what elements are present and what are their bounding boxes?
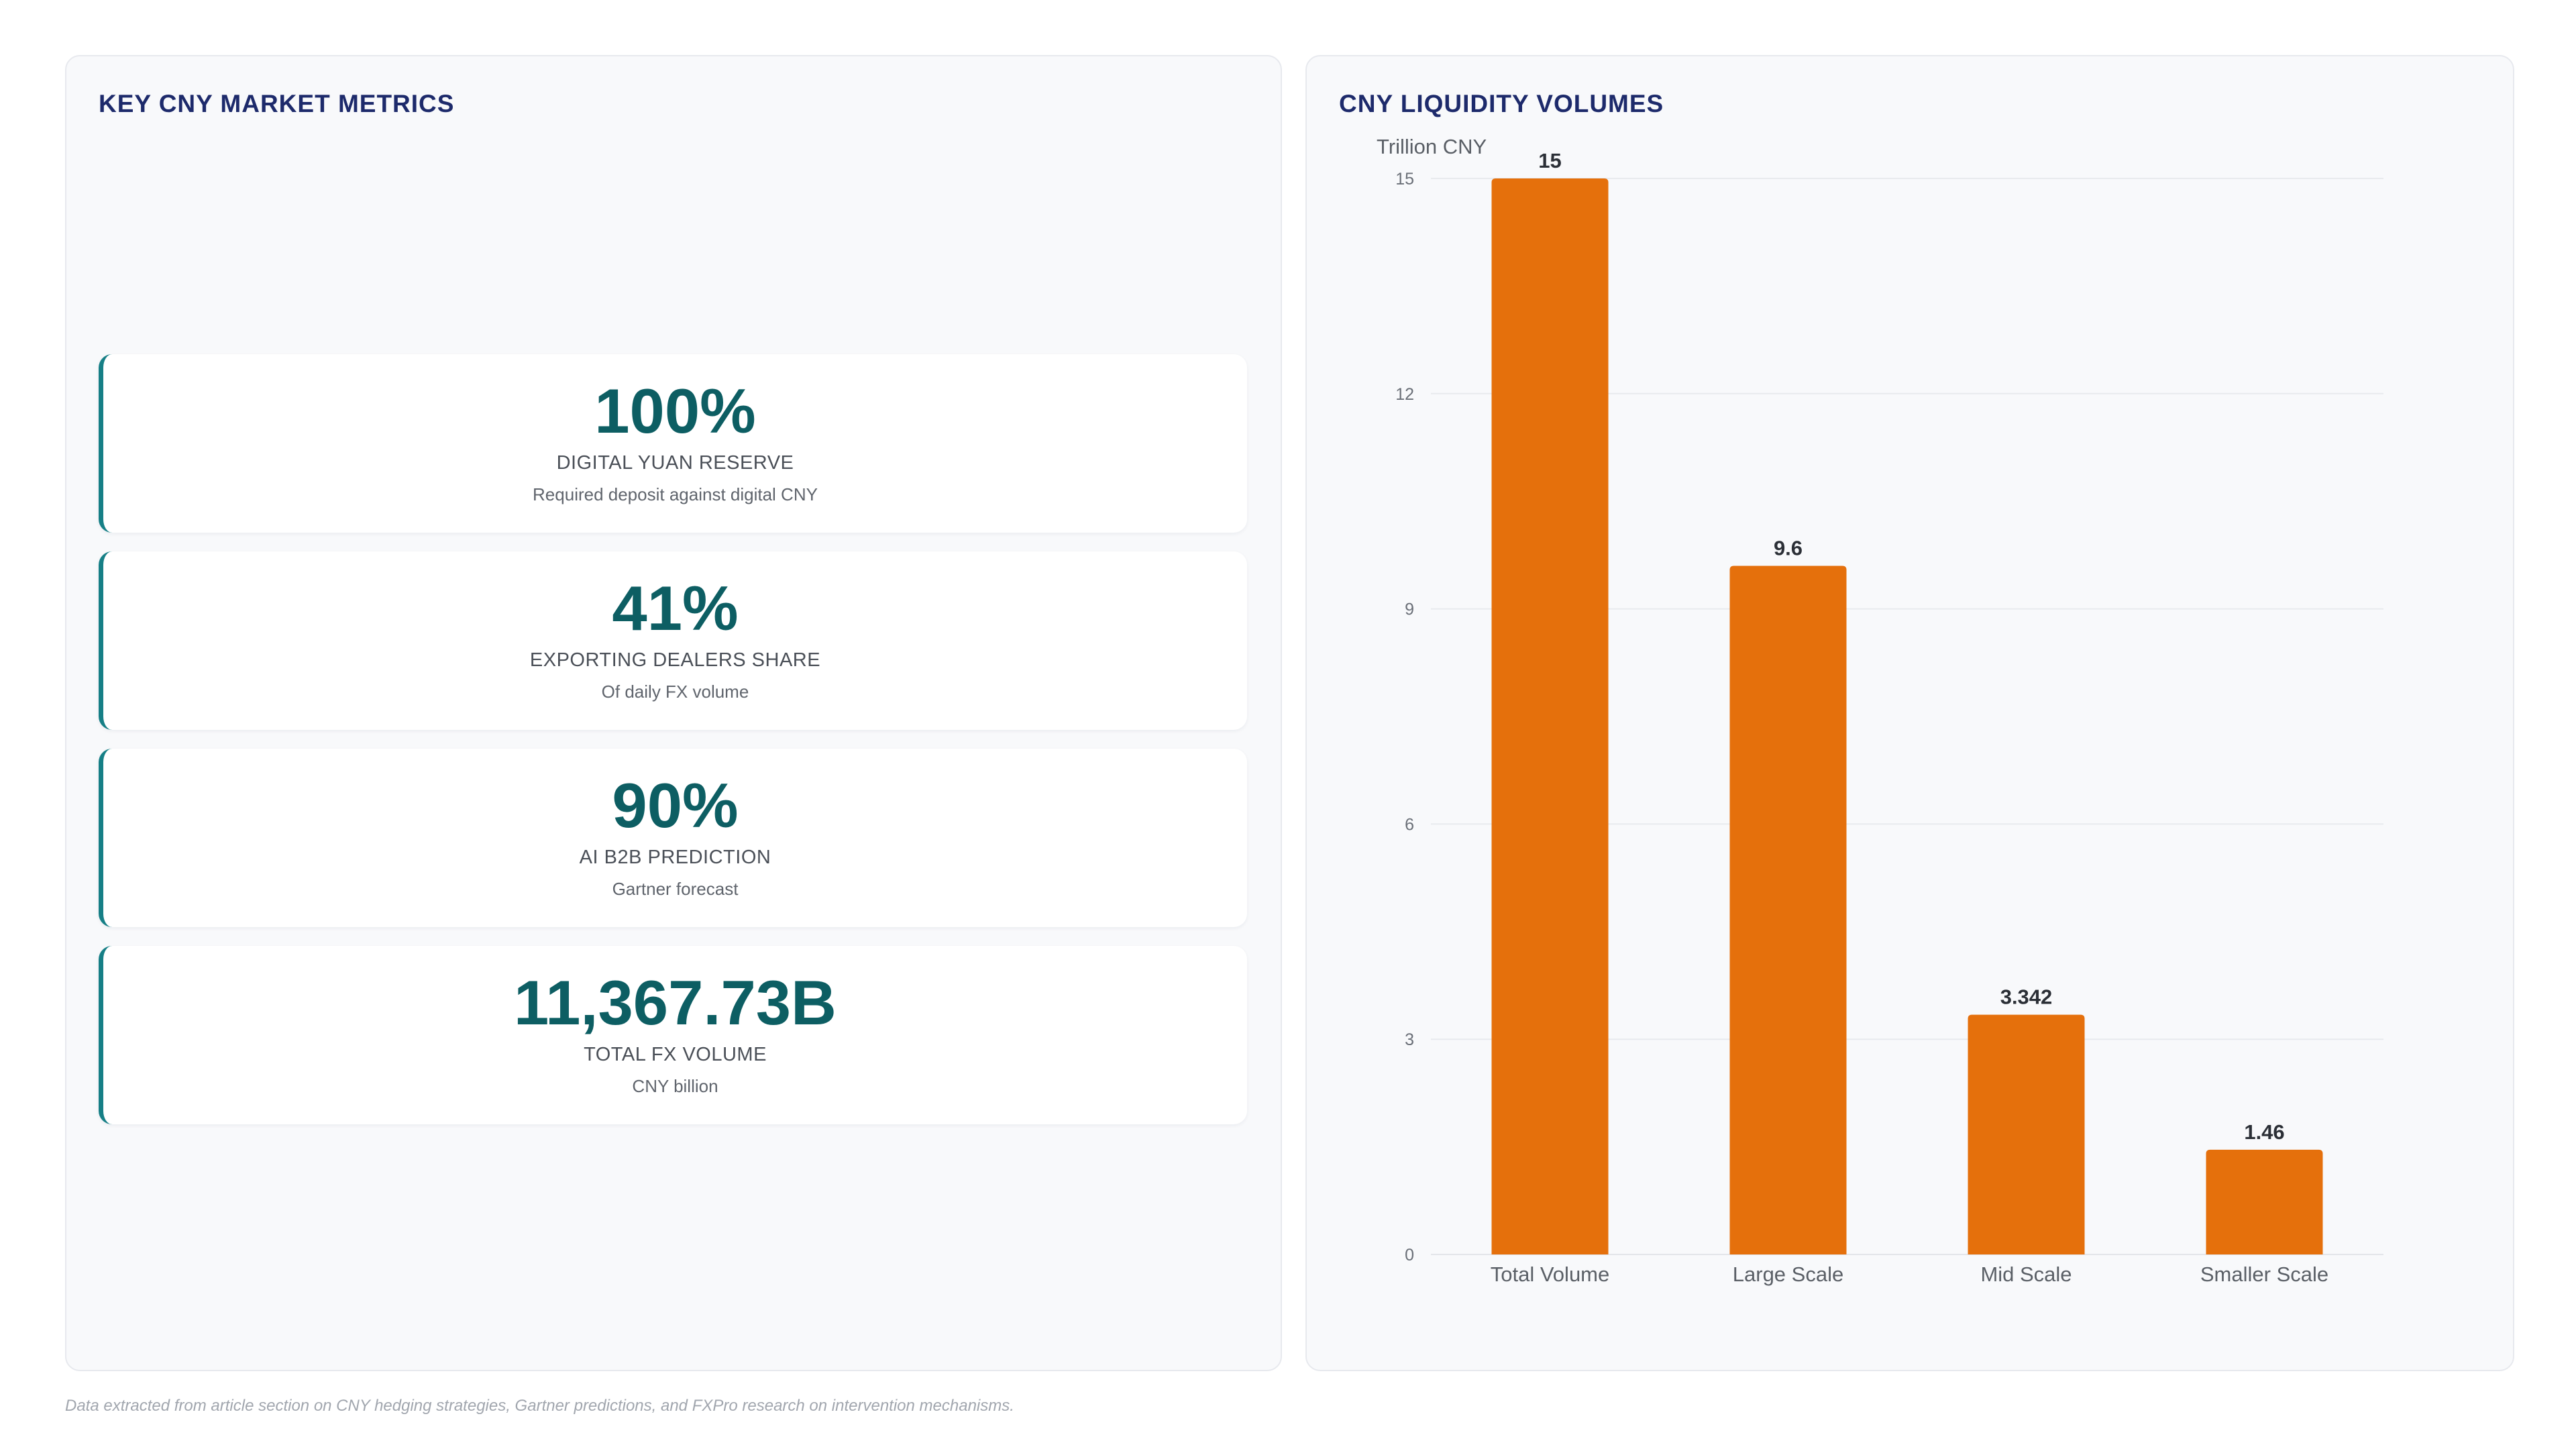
bar-value-label: 15 <box>1538 149 1561 172</box>
metric-card-exporting-dealers-share: 41% EXPORTING DEALERS SHARE Of daily FX … <box>99 551 1247 730</box>
y-tick-label: 3 <box>1405 1030 1414 1049</box>
metric-sublabel: Gartner forecast <box>612 879 739 899</box>
bar-value-label: 1.46 <box>2244 1120 2284 1144</box>
metric-label: TOTAL FX VOLUME <box>584 1044 767 1065</box>
metric-card-ai-b2b-prediction: 90% AI B2B PREDICTION Gartner forecast <box>99 749 1247 927</box>
metric-label: AI B2B PREDICTION <box>579 847 771 868</box>
x-tick-label: Large Scale <box>1733 1263 1843 1286</box>
x-tick-label: Mid Scale <box>1980 1263 2072 1286</box>
bar-value-label: 3.342 <box>2000 985 2053 1009</box>
metric-card-digital-yuan-reserve: 100% DIGITAL YUAN RESERVE Required depos… <box>99 354 1247 533</box>
y-tick-label: 9 <box>1405 600 1414 619</box>
metric-value: 11,367.73B <box>514 967 837 1038</box>
bar-value-label: 9.6 <box>1774 536 1803 559</box>
metric-value: 41% <box>612 573 739 643</box>
metric-card-total-fx-volume: 11,367.73B TOTAL FX VOLUME CNY billion <box>99 946 1247 1124</box>
metric-sublabel: CNY billion <box>632 1076 718 1096</box>
metrics-panel: KEY CNY MARKET METRICS 100% DIGITAL YUAN… <box>65 55 1282 1371</box>
bar-chart: Trillion CNY 0 3 6 9 12 15 15 Total Volume 9.6 Lar… <box>1377 135 2383 1286</box>
liquidity-chart-panel: CNY LIQUIDITY VOLUMES Trillion CNY 0 3 6 9 12… <box>1305 55 2514 1371</box>
y-tick-label: 0 <box>1405 1246 1414 1265</box>
bar-large-scale <box>1729 566 1847 1255</box>
metrics-panel-title: KEY CNY MARKET METRICS <box>99 90 455 117</box>
footnote: Data extracted from article section on C… <box>65 1397 1014 1415</box>
metric-value: 100% <box>594 376 756 446</box>
bar-smaller-scale <box>2206 1149 2323 1254</box>
metric-value: 90% <box>612 770 739 841</box>
bar-mid-scale <box>1968 1014 2085 1254</box>
metric-sublabel: Of daily FX volume <box>601 682 749 702</box>
metric-label: DIGITAL YUAN RESERVE <box>556 452 794 474</box>
bar-total-volume <box>1491 178 1609 1254</box>
x-tick-label: Total Volume <box>1491 1263 1610 1286</box>
y-tick-label: 6 <box>1405 815 1414 834</box>
chart-panel-title: CNY LIQUIDITY VOLUMES <box>1339 90 1664 117</box>
metric-label: EXPORTING DEALERS SHARE <box>529 649 821 671</box>
y-axis-title: Trillion CNY <box>1377 135 1487 158</box>
y-tick-label: 15 <box>1395 170 1414 189</box>
y-tick-label: 12 <box>1395 385 1414 404</box>
x-tick-label: Smaller Scale <box>2200 1263 2328 1286</box>
metric-sublabel: Required deposit against digital CNY <box>533 484 818 504</box>
